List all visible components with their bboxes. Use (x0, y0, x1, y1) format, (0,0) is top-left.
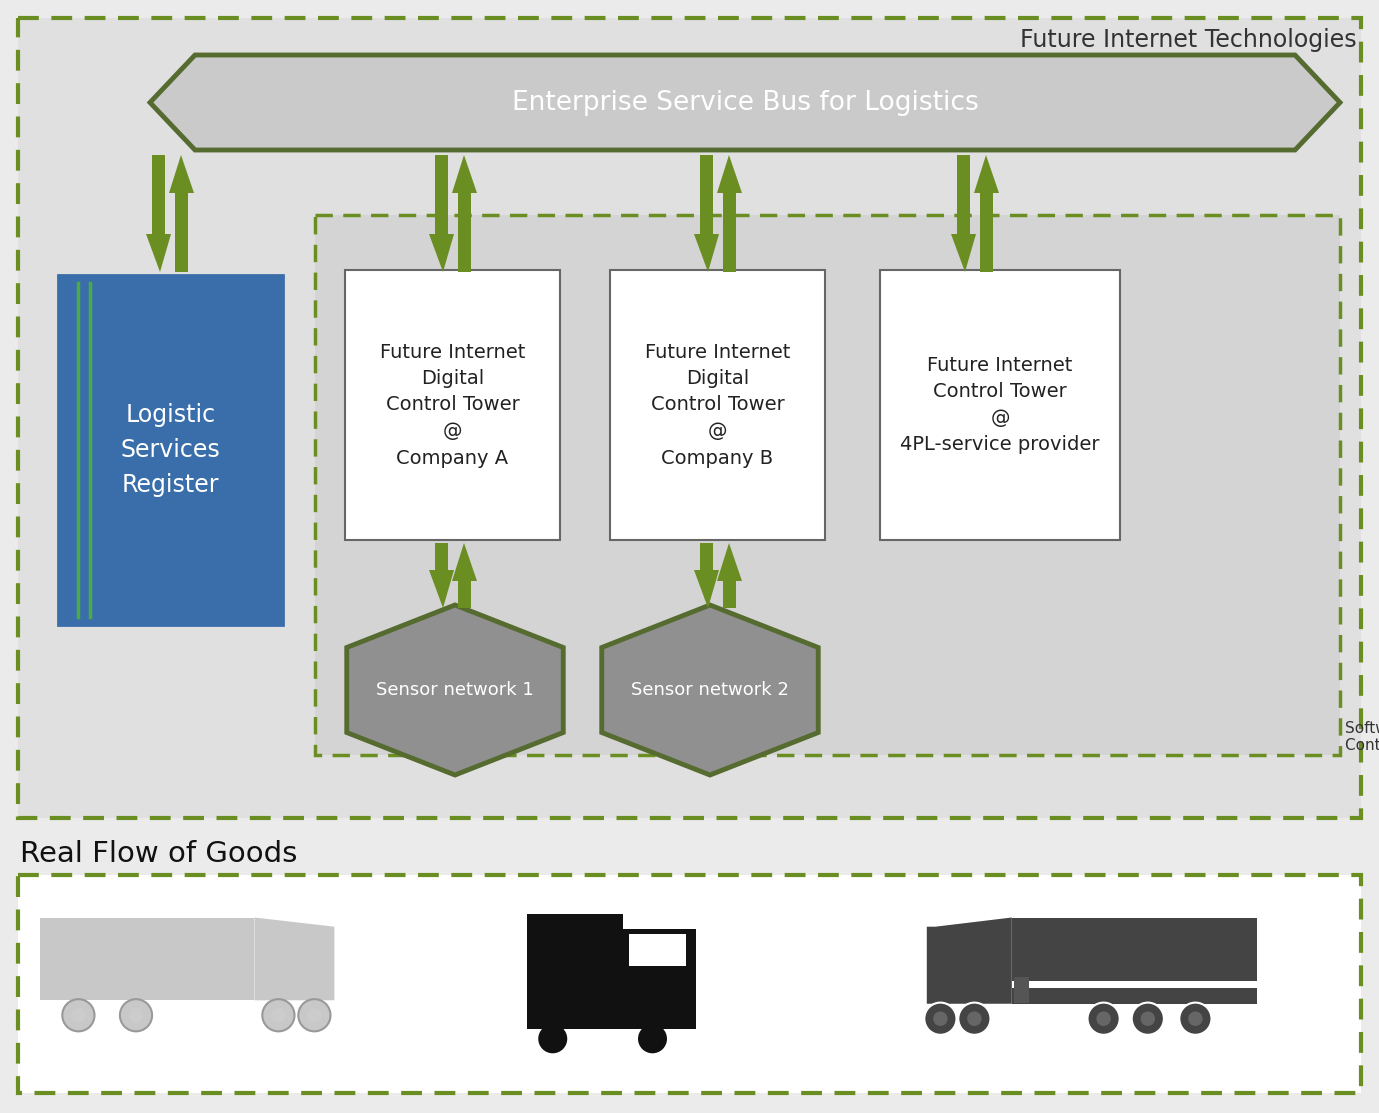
Circle shape (924, 1003, 957, 1035)
Bar (629, 935, 685, 966)
Bar (314, 215, 1340, 755)
Bar (1014, 977, 1029, 1003)
Bar (623, 928, 696, 1020)
Bar (610, 270, 825, 540)
Circle shape (967, 1012, 982, 1026)
Text: Software Platform for Federated Digital
Control Towers: Software Platform for Federated Digital … (1345, 720, 1379, 754)
Bar (40, 917, 254, 1001)
Polygon shape (254, 917, 334, 1001)
Bar (527, 914, 623, 1020)
Polygon shape (452, 543, 477, 581)
Bar (957, 155, 969, 234)
Bar (18, 875, 1361, 1093)
Text: Sensor network 1: Sensor network 1 (376, 681, 534, 699)
Bar (18, 875, 1361, 1093)
Circle shape (934, 1012, 947, 1026)
Circle shape (1179, 1003, 1212, 1035)
Circle shape (272, 1008, 285, 1023)
Text: Real Flow of Goods: Real Flow of Goods (21, 840, 298, 868)
Bar (345, 270, 560, 540)
Bar (152, 155, 165, 234)
Polygon shape (717, 543, 742, 581)
Circle shape (638, 1024, 667, 1053)
Bar (1012, 981, 1256, 987)
Bar (701, 543, 713, 570)
Text: Future Internet Technologies: Future Internet Technologies (1020, 28, 1357, 52)
Polygon shape (146, 234, 171, 272)
Bar (980, 193, 993, 272)
Circle shape (262, 999, 295, 1032)
Circle shape (1088, 1003, 1120, 1035)
Text: Future Internet
Digital
Control Tower
@
Company A: Future Internet Digital Control Tower @ … (379, 343, 525, 467)
Bar (1012, 917, 1256, 1004)
Polygon shape (601, 605, 818, 775)
Text: Logistic
Services
Register: Logistic Services Register (120, 403, 221, 498)
Bar (701, 155, 713, 234)
Bar (175, 193, 188, 272)
Bar (723, 581, 736, 608)
Bar (458, 193, 472, 272)
Text: Sensor network 2: Sensor network 2 (632, 681, 789, 699)
Polygon shape (717, 155, 742, 193)
Bar (58, 275, 283, 626)
Bar (723, 193, 736, 272)
Bar (434, 543, 448, 570)
Circle shape (1096, 1012, 1111, 1026)
Polygon shape (927, 917, 1012, 1004)
Bar (314, 215, 1340, 755)
Polygon shape (429, 234, 454, 272)
Polygon shape (694, 234, 718, 272)
Polygon shape (429, 570, 454, 608)
Polygon shape (452, 155, 477, 193)
Polygon shape (150, 55, 1340, 150)
Polygon shape (694, 570, 718, 608)
Circle shape (1132, 1003, 1164, 1035)
Circle shape (1189, 1012, 1202, 1026)
Polygon shape (170, 155, 194, 193)
Polygon shape (346, 605, 563, 775)
Circle shape (308, 1008, 321, 1023)
Circle shape (958, 1003, 990, 1035)
Bar (458, 581, 472, 608)
Circle shape (120, 999, 152, 1032)
Circle shape (72, 1008, 85, 1023)
Bar (527, 1020, 696, 1028)
Circle shape (62, 999, 95, 1032)
Text: Future Internet
Digital
Control Tower
@
Company B: Future Internet Digital Control Tower @ … (645, 343, 790, 467)
Text: Future Internet
Control Tower
@
4PL-service provider: Future Internet Control Tower @ 4PL-serv… (900, 356, 1099, 454)
Bar (18, 18, 1361, 818)
Bar (880, 270, 1120, 540)
Circle shape (298, 999, 331, 1032)
Circle shape (1140, 1012, 1156, 1026)
Bar (18, 18, 1361, 818)
Polygon shape (952, 234, 976, 272)
Text: Enterprise Service Bus for Logistics: Enterprise Service Bus for Logistics (512, 89, 978, 116)
Circle shape (538, 1024, 567, 1053)
Bar (434, 155, 448, 234)
Polygon shape (974, 155, 998, 193)
Circle shape (128, 1008, 143, 1023)
